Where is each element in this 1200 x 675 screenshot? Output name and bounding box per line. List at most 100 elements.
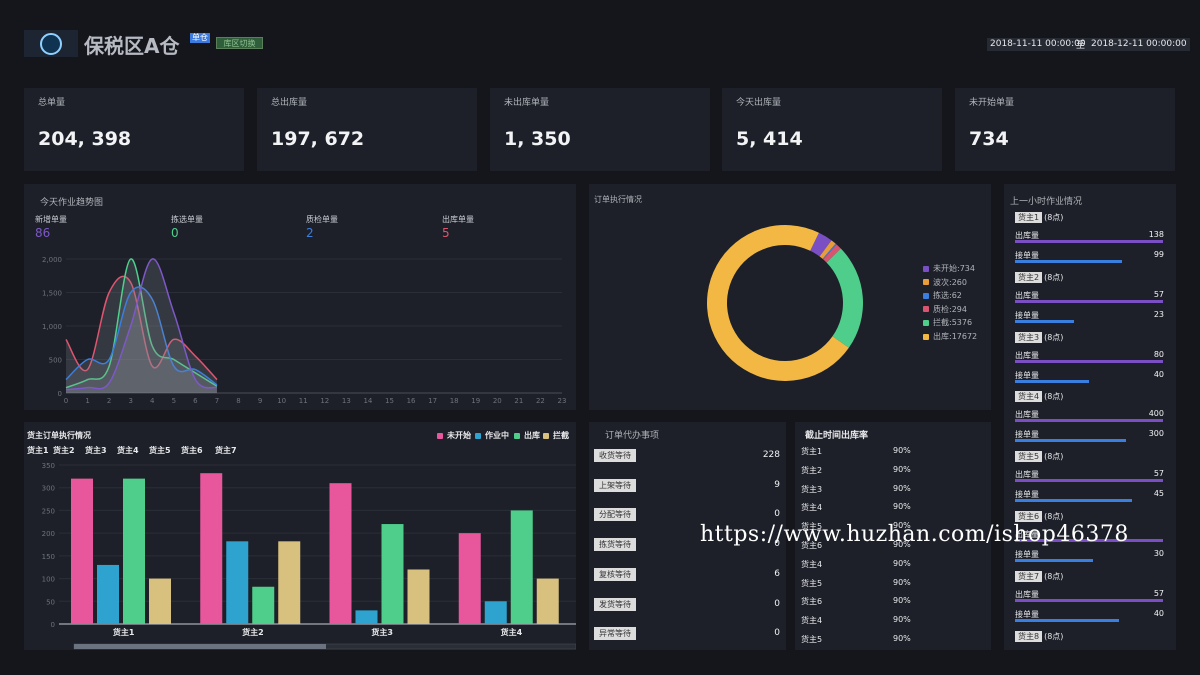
cutoff-panel: [795, 422, 991, 650]
warehouse-title: 保税区A仓: [84, 34, 180, 58]
legend-item[interactable]: 未开始:734: [923, 263, 975, 274]
date-end[interactable]: 2018-12-11 00:00:00: [1088, 38, 1190, 51]
out-label: 出库量: [1015, 231, 1039, 240]
owner-tag[interactable]: 货主8 (8点): [1015, 630, 1063, 642]
out-label: 出库量: [1015, 589, 1039, 599]
donut-slice: [823, 244, 841, 263]
in-value: 40: [1153, 369, 1164, 379]
y-tick-label: 100: [42, 576, 55, 584]
owner-tag[interactable]: 货主6 (8点): [1015, 511, 1063, 522]
x-tick-label: 13: [342, 397, 351, 405]
owner-tag-hour: (8点): [1044, 452, 1064, 462]
legend-item[interactable]: 未开始: [437, 430, 471, 441]
x-tick-label: 21: [514, 397, 523, 405]
out-value: 80: [1153, 349, 1164, 359]
stat-value: 197, 672: [271, 128, 365, 150]
legend-swatch: [543, 432, 549, 439]
bar: [381, 524, 404, 624]
legend-item[interactable]: 出库: [514, 430, 540, 441]
task-label-button[interactable]: 上架等待: [594, 478, 636, 492]
task-count: 0: [774, 598, 780, 609]
x-tick-label: 6: [193, 397, 198, 405]
legend-label: 未开始:734: [933, 264, 975, 273]
bar: [226, 541, 249, 624]
in-bar: [1015, 618, 1119, 622]
stat-label: 总单量: [38, 98, 66, 108]
donut-slice: [826, 248, 863, 348]
donut-slice: [810, 232, 832, 257]
owner-tag[interactable]: 货主7 (8点): [1015, 570, 1063, 582]
owner-filter[interactable]: 货主4: [117, 446, 139, 455]
legend-label: 未开始: [447, 431, 471, 440]
x-tick-label: 9: [258, 397, 262, 405]
out-bar: [1015, 359, 1163, 363]
legend-item[interactable]: 波次:260: [923, 277, 967, 288]
switch-button[interactable]: 库区切换: [216, 37, 263, 49]
donut-slice: [819, 240, 836, 259]
order-exec-title: 订单执行情况: [594, 195, 642, 204]
y-tick-label: 150: [42, 553, 55, 561]
legend-swatch: [923, 319, 929, 326]
owner-filter[interactable]: 货主7: [215, 446, 237, 455]
owner-bar-chart: 0 50 100 150 200 250 300 350 货主1 货主2 货主3 货主4: [42, 462, 576, 650]
legend-label: 出库: [524, 431, 540, 440]
stat-label: 总出库量: [271, 98, 308, 108]
legend-item[interactable]: 拦截: [543, 430, 569, 441]
x-tick-label: 8: [236, 397, 240, 405]
date-start[interactable]: 2018-11-11 00:00:00: [987, 38, 1089, 51]
cutoff-owner: 货主5: [801, 578, 823, 588]
owner-tag[interactable]: 货主5 (8点): [1015, 451, 1064, 463]
legend-label: 波次:260: [933, 277, 967, 287]
task-label-button[interactable]: 拣货等待: [594, 538, 636, 552]
owner-tag-hour: (8点): [1044, 213, 1064, 222]
legend-swatch: [923, 333, 929, 340]
owner-tag-label: 货主1: [1015, 212, 1043, 223]
legend-item[interactable]: 作业中: [475, 430, 509, 441]
legend-item[interactable]: 拦截:5376: [923, 317, 972, 328]
legend-item[interactable]: 出库:17672: [923, 331, 977, 342]
out-value: 57: [1153, 289, 1164, 299]
legend-item[interactable]: 质检:294: [923, 304, 967, 315]
bar: [252, 586, 275, 624]
owner-tag[interactable]: 货主2 (8点): [1015, 271, 1064, 283]
x-tick-label: 16: [407, 397, 416, 405]
owner-tag-label: 货主7: [1015, 570, 1043, 582]
cutoff-owner: 货主4: [801, 559, 823, 569]
series-area: [66, 286, 217, 393]
owner-tag[interactable]: 货主4 (8点): [1015, 391, 1064, 403]
legend-item[interactable]: 拣选:62: [923, 290, 962, 301]
cutoff-owner: 货主3: [801, 484, 823, 494]
legend-label: 作业中: [485, 431, 509, 440]
task-label-button[interactable]: 分配等待: [594, 508, 636, 522]
task-count: 0: [774, 509, 780, 520]
owner-filter[interactable]: 货主1: [27, 446, 49, 455]
owner-filter[interactable]: 货主6: [181, 446, 203, 455]
task-label-button[interactable]: 收货等待: [594, 449, 636, 462]
owner-filter[interactable]: 货主3: [85, 446, 107, 455]
task-label-button[interactable]: 复核等待: [594, 567, 636, 581]
stat-card-total-orders: 总单量 204, 398: [24, 88, 244, 171]
owner-filter[interactable]: 货主5: [149, 446, 171, 455]
cutoff-owner: 货主5: [801, 635, 823, 644]
cutoff-rate: 90%: [893, 483, 911, 493]
owner-tag[interactable]: 货主1 (8点): [1015, 212, 1063, 223]
task-label-button[interactable]: 异常等待: [594, 627, 636, 641]
cutoff-owner: 货主6: [801, 597, 823, 607]
owner-filter[interactable]: 货主2: [53, 446, 75, 455]
owner-tag-hour: (8点): [1044, 392, 1064, 402]
legend-swatch: [923, 265, 929, 272]
cutoff-owner: 货主1: [801, 447, 823, 456]
task-label-button[interactable]: 发货等待: [594, 597, 636, 611]
cutoff-owner: 货主2: [801, 465, 823, 475]
cutoff-owner: 货主4: [801, 503, 823, 513]
owner-tag-hour: (8点): [1044, 272, 1064, 282]
owner-tag-label: 货主6: [1015, 511, 1043, 522]
owner-tag[interactable]: 货主3 (8点): [1015, 331, 1063, 343]
x-tick-label: 10: [277, 397, 286, 405]
cutoff-rate: 90%: [893, 521, 911, 531]
out-value: 400: [1148, 409, 1164, 419]
series-area: [66, 258, 217, 393]
x-category-label: 货主4: [500, 627, 523, 637]
y-tick-label: 0: [58, 390, 62, 398]
